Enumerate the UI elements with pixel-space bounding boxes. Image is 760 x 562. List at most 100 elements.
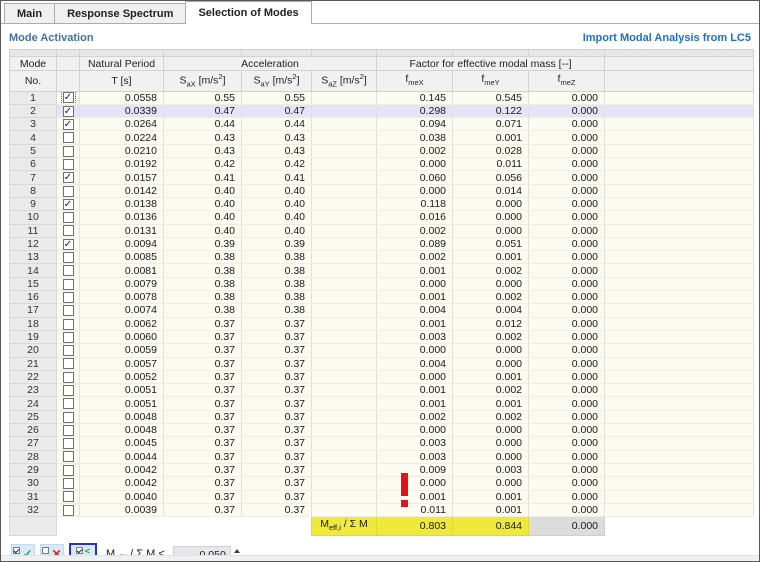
mode-checkbox[interactable] [62,345,74,357]
checkbox-cell [56,290,80,305]
col-group-factor: Factor for effective modal mass [--] [376,56,605,71]
cell-sax: 0.37 [163,436,242,451]
mode-checkbox[interactable] [62,504,74,516]
table-row: 17 0.0074 0.38 0.38 0.004 0.004 0.000 [9,303,754,318]
sum-row: Meff,i / Σ M 0.803 0.844 0.000 [9,516,754,537]
col-header-say: SaY [m/s2] [241,70,312,92]
mode-checkbox[interactable] [62,358,74,370]
cell-filler [604,436,754,451]
mode-checkbox[interactable] [62,478,74,489]
spin-up-icon[interactable] [233,549,240,554]
tab-response-spectrum[interactable]: Response Spectrum [54,3,187,23]
row-number: 10 [9,210,57,225]
cell-sax: 0.37 [163,476,242,491]
mode-checkbox[interactable] [62,145,74,157]
cell-say: 0.39 [241,237,312,252]
mode-checkbox[interactable] [62,398,74,410]
cell-sax: 0.38 [163,250,242,265]
mode-checkbox[interactable] [62,225,74,237]
cell-period: 0.0062 [79,317,164,331]
footer-strip [1,555,759,561]
cell-say: 0.37 [241,423,312,438]
mode-checkbox[interactable] [62,438,74,450]
table-row: 5 0.0210 0.43 0.43 0.002 0.028 0.000 [9,143,754,159]
mode-checkbox[interactable] [62,278,74,290]
mode-checkbox[interactable] [62,384,74,396]
cell-period: 0.0042 [79,463,164,478]
col-header-filler [604,56,754,71]
sum-fmez: 0.000 [528,516,605,537]
mode-checkbox[interactable] [62,331,74,343]
cell-saz [311,423,377,438]
cell-fmex: 0.038 [376,130,453,145]
mode-checkbox[interactable] [62,305,74,317]
checkbox-cell: ✓ [56,237,80,252]
cell-sax: 0.37 [163,490,242,504]
cell-fmey: 0.002 [452,330,529,345]
mode-checkbox[interactable]: ✓ [62,238,74,250]
cell-fmex: 0.002 [376,410,453,425]
sum-label: Meff,i / Σ M [311,516,377,537]
cell-fmex: 0.001 [376,396,453,411]
mode-checkbox[interactable] [62,212,74,224]
cell-sax: 0.42 [163,157,242,172]
cell-say: 0.37 [241,436,312,451]
cell-fmex: 0.009 [376,463,453,478]
cell-say: 0.37 [241,370,312,385]
mode-checkbox[interactable]: ✓ [62,172,74,184]
cell-period: 0.0060 [79,330,164,345]
mode-checkbox[interactable] [62,158,74,170]
table-row: 24 0.0051 0.37 0.37 0.001 0.001 0.000 [9,396,754,411]
cell-period: 0.0131 [79,224,164,238]
cell-saz [311,210,377,225]
mode-checkbox[interactable]: ✓ [62,198,74,210]
checkbox-cell [56,303,80,318]
checkbox-cell [56,343,80,358]
cell-saz [311,450,377,464]
cell-fmez: 0.000 [528,224,605,238]
mode-checkbox[interactable] [62,132,74,144]
sum-fmex: 0.803 [376,516,453,537]
mode-checkbox[interactable]: ✓ [60,91,76,104]
cell-say: 0.42 [241,157,312,172]
cell-say: 0.43 [241,144,312,159]
cell-say: 0.40 [241,224,312,238]
mode-checkbox[interactable] [62,464,74,476]
mode-checkbox[interactable] [62,371,74,383]
cell-saz [311,130,377,145]
col-header-fmez: fmeZ [528,70,605,92]
cell-sax: 0.38 [163,303,242,318]
mode-checkbox[interactable] [62,424,74,436]
mode-checkbox[interactable] [62,318,74,330]
cell-say: 0.37 [241,476,312,491]
mode-checkbox[interactable] [62,252,74,263]
tab-selection-of-modes[interactable]: Selection of Modes [185,1,312,24]
cell-fmex: 0.001 [376,263,453,278]
mode-checkbox[interactable] [62,291,74,303]
row-number: 15 [9,276,57,292]
cell-saz [311,290,377,305]
cell-saz [311,250,377,265]
mode-checkbox[interactable]: ✓ [62,119,74,131]
green-check-icon: ✓ [22,548,32,560]
cell-fmez: 0.000 [528,237,605,252]
cell-fmey: 0.004 [452,303,529,318]
mode-checkbox[interactable] [62,451,74,463]
cell-saz [311,490,377,504]
mode-checkbox[interactable] [62,185,74,197]
mode-checkbox[interactable] [62,265,74,277]
cell-period: 0.0039 [79,503,164,518]
cell-sax: 0.40 [163,197,242,212]
sum-blank [56,516,312,536]
cell-sax: 0.47 [163,104,242,119]
cell-fmez: 0.000 [528,410,605,425]
mode-checkbox[interactable] [62,411,74,423]
mode-checkbox[interactable]: ✓ [62,105,74,117]
import-modal-analysis-link[interactable]: Import Modal Analysis from LC5 [582,31,751,44]
cell-say: 0.37 [241,450,312,464]
tab-main[interactable]: Main [4,3,56,23]
cell-fmex: 0.002 [376,250,453,265]
cell-period: 0.0045 [79,436,164,451]
cell-filler [604,330,754,345]
mode-checkbox[interactable] [62,491,74,503]
